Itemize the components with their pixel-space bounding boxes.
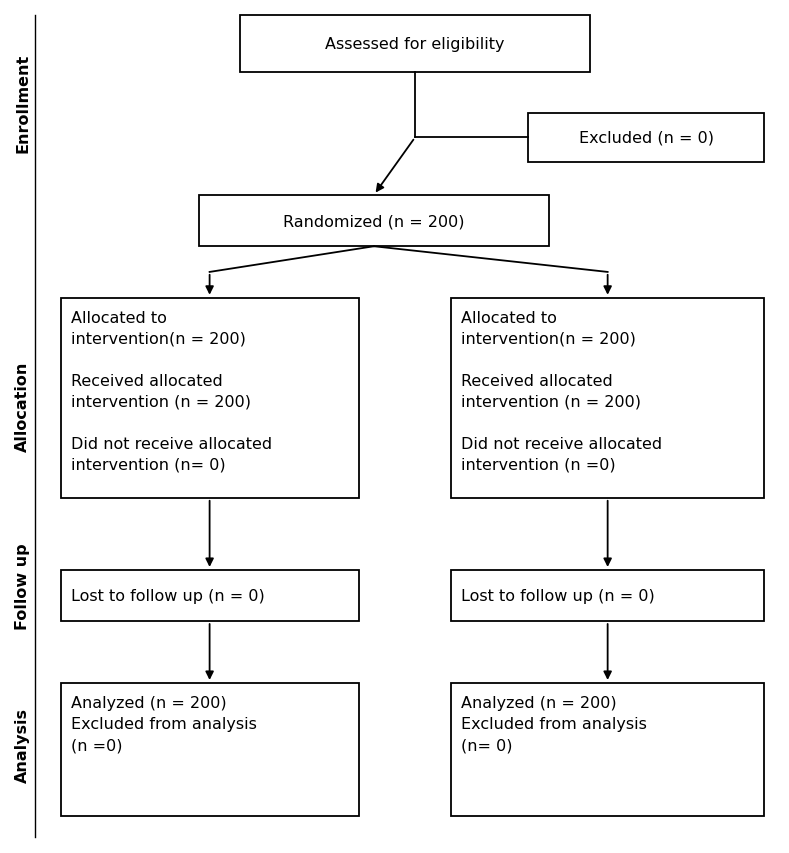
Bar [61, 683, 358, 816]
Text: Analyzed (n = 200)
Excluded from analysis
(n =0): Analyzed (n = 200) Excluded from analysi… [71, 695, 256, 752]
Text: Analysis: Analysis [15, 707, 30, 782]
Text: Excluded (n = 0): Excluded (n = 0) [578, 131, 714, 146]
Bar [451, 570, 765, 622]
Bar [61, 570, 358, 622]
Text: Allocated to
intervention(n = 200)

Received allocated
intervention (n = 200)

D: Allocated to intervention(n = 200) Recei… [71, 310, 272, 473]
Bar [241, 16, 589, 73]
Text: Enrollment: Enrollment [15, 54, 30, 153]
Text: Allocated to
intervention(n = 200)

Received allocated
intervention (n = 200)

D: Allocated to intervention(n = 200) Recei… [462, 310, 663, 473]
Text: Randomized (n = 200): Randomized (n = 200) [283, 214, 465, 229]
Bar [451, 683, 765, 816]
Text: Lost to follow up (n = 0): Lost to follow up (n = 0) [462, 589, 655, 603]
Text: Follow up: Follow up [15, 543, 30, 629]
Bar [528, 113, 765, 163]
Text: Lost to follow up (n = 0): Lost to follow up (n = 0) [71, 589, 264, 603]
Bar [200, 195, 548, 247]
Bar [451, 299, 765, 498]
Text: Allocation: Allocation [15, 361, 30, 451]
Text: Assessed for eligibility: Assessed for eligibility [325, 37, 505, 52]
Bar [61, 299, 358, 498]
Text: Analyzed (n = 200)
Excluded from analysis
(n= 0): Analyzed (n = 200) Excluded from analysi… [462, 695, 647, 752]
